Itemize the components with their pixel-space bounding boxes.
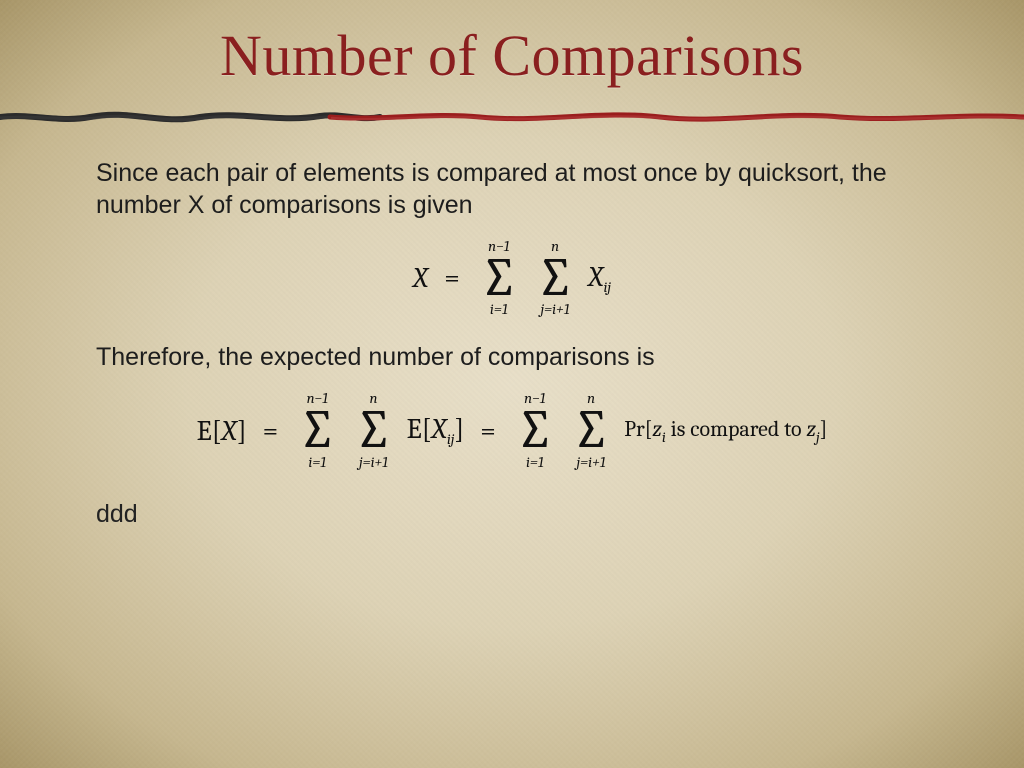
eq2-sum4: n ∑ j=i+1 bbox=[572, 391, 610, 470]
paragraph-2: Therefore, the expected number of compar… bbox=[96, 341, 928, 373]
eq2-prob: Pr[zi is compared to zj] bbox=[624, 416, 827, 446]
title-underline bbox=[0, 97, 1024, 133]
eq1-sum1: n−1 ∑ i=1 bbox=[480, 239, 518, 318]
slide-title: Number of Comparisons bbox=[0, 26, 1024, 87]
eq2-EX: E[X] bbox=[197, 415, 247, 447]
eq2-EXij: E[Xij] bbox=[407, 413, 465, 448]
ddd-text: ddd bbox=[96, 500, 928, 529]
slide: Number of Comparisons Since each pair of… bbox=[0, 0, 1024, 768]
eq1-lhs: X bbox=[413, 262, 428, 294]
eq1-sum2: n ∑ j=i+1 bbox=[536, 239, 574, 318]
eq2-sum3: n−1 ∑ i=1 bbox=[516, 391, 554, 470]
eq2-sum2: n ∑ j=i+1 bbox=[354, 391, 392, 470]
equation-2: E[X] = n−1 ∑ i=1 n ∑ j=i+1 E[Xij] = n−1 … bbox=[102, 391, 922, 470]
eq1-term: Xij bbox=[588, 261, 611, 296]
eq2-sum1: n−1 ∑ i=1 bbox=[298, 391, 336, 470]
eq1-equals: = bbox=[438, 262, 466, 294]
paragraph-1: Since each pair of elements is compared … bbox=[96, 157, 928, 221]
equation-1: X = n−1 ∑ i=1 n ∑ j=i+1 Xij bbox=[292, 239, 732, 318]
